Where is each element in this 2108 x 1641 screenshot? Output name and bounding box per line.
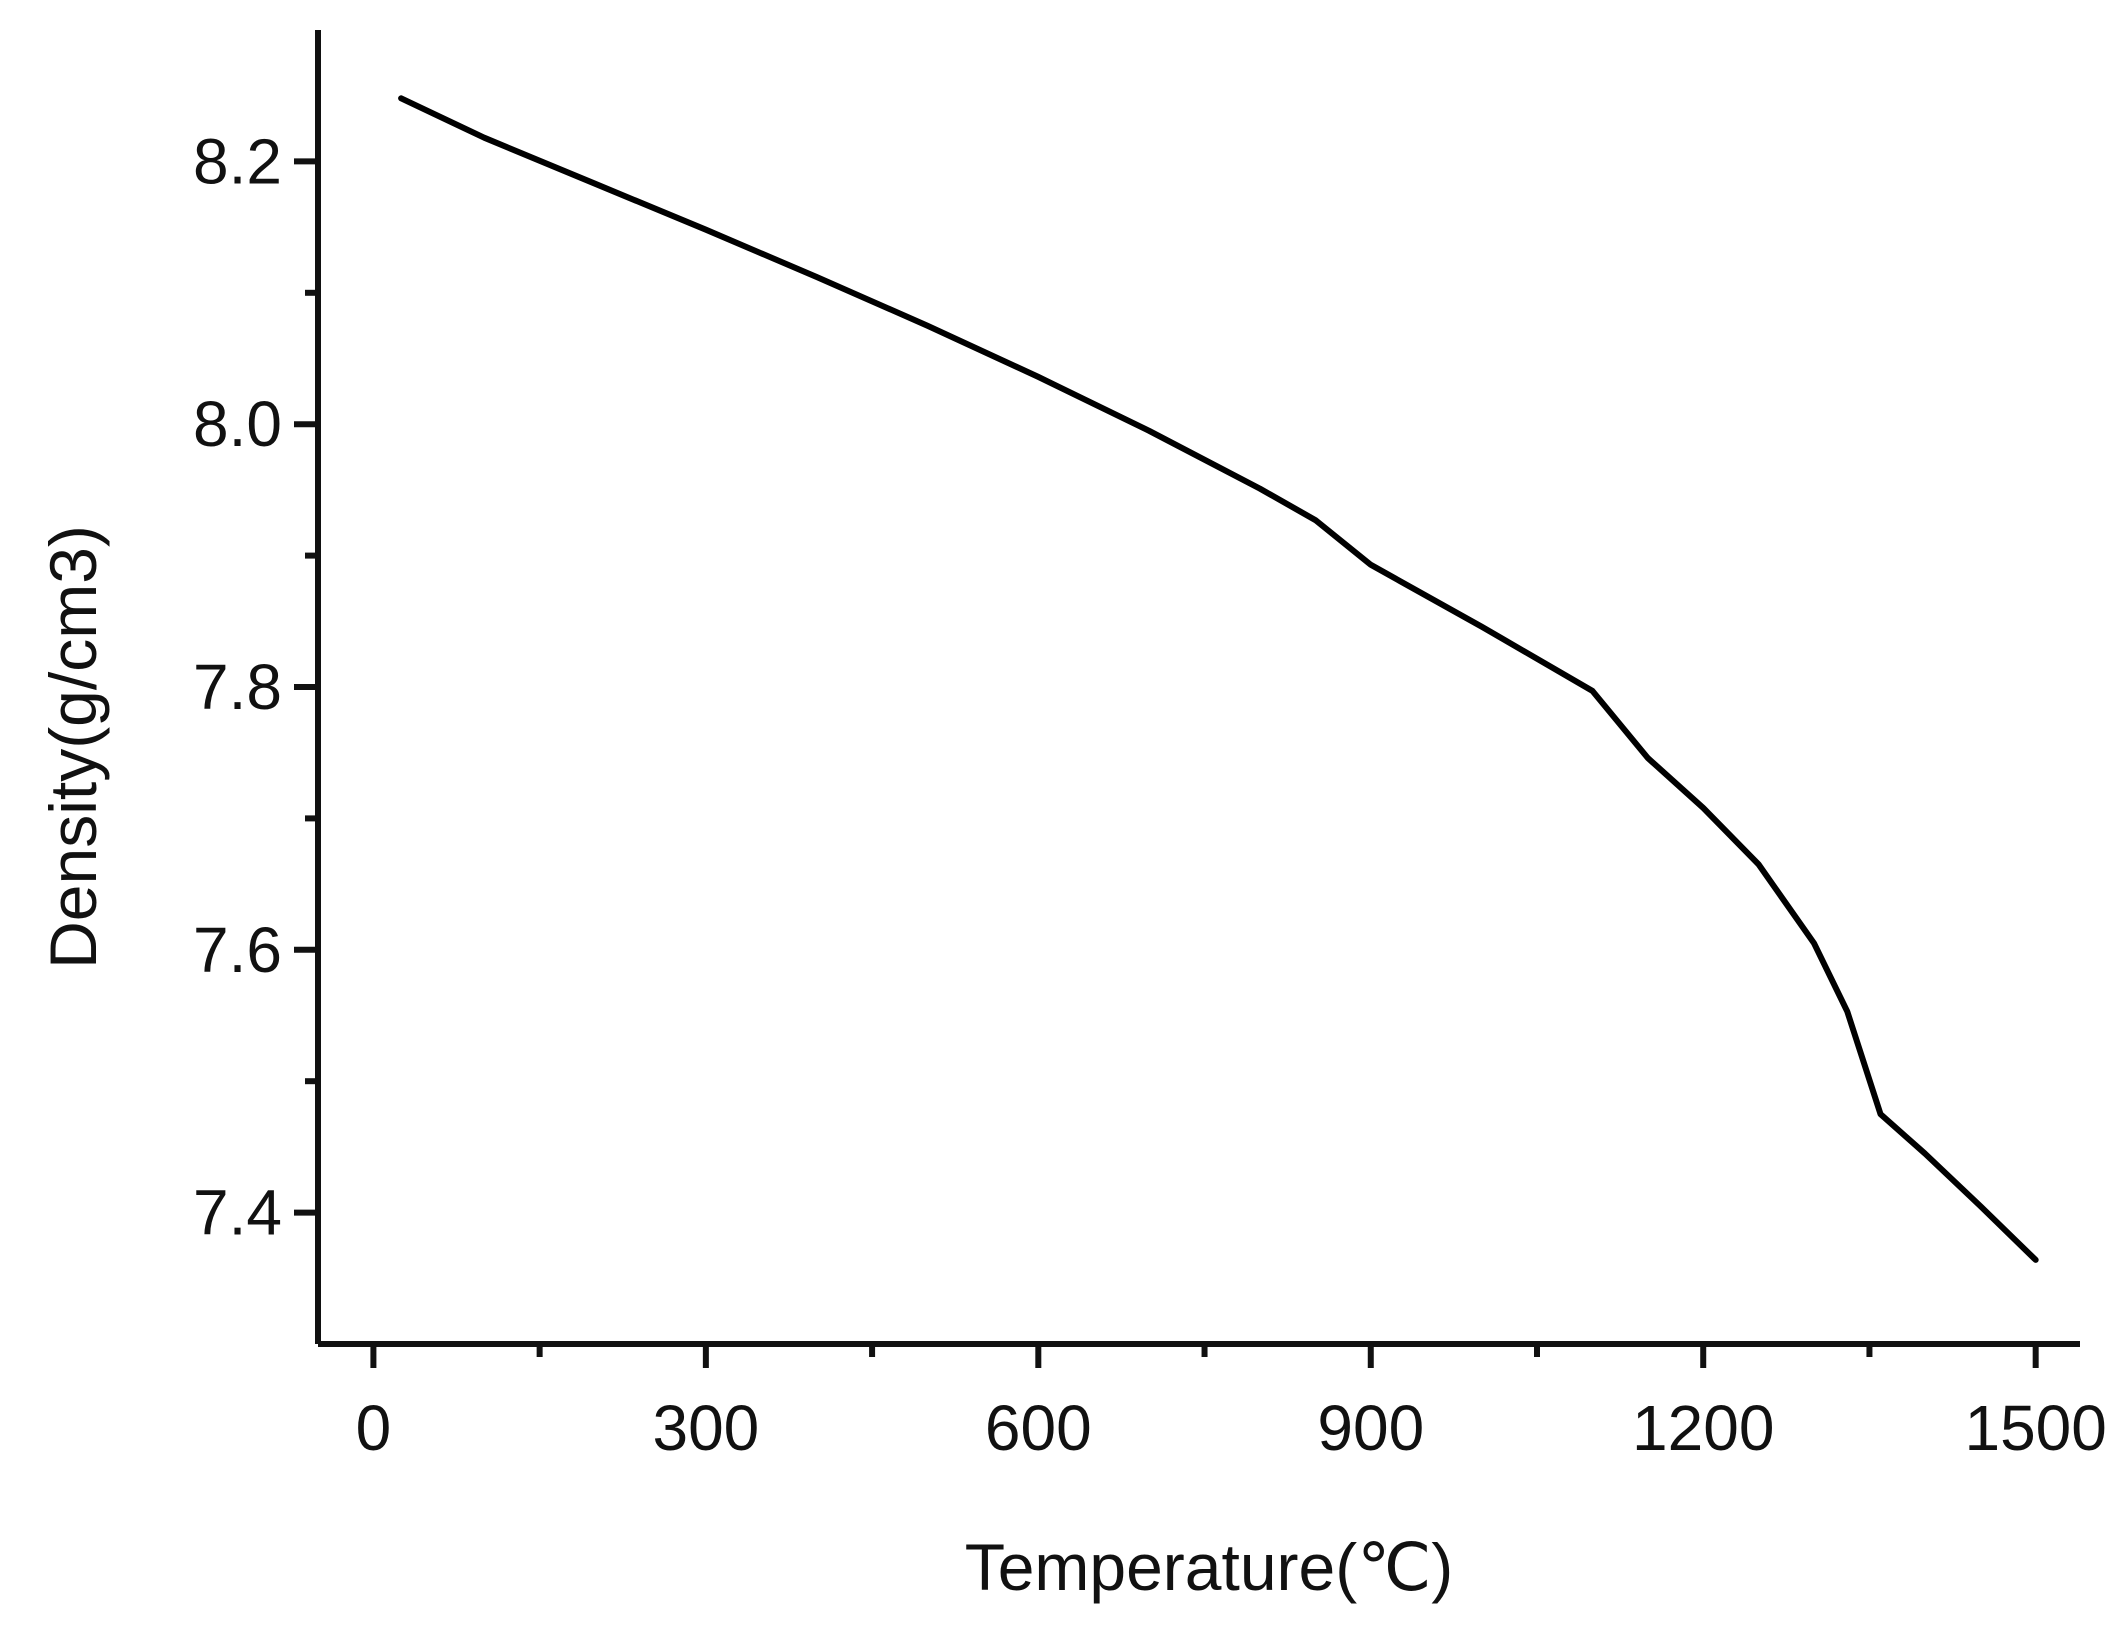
y-axis-title: Density(g/cm3) — [36, 525, 110, 969]
y-tick-label: 7.4 — [193, 1177, 282, 1249]
x-tick-label: 1200 — [1632, 1392, 1774, 1464]
axes — [315, 30, 2080, 1347]
y-tick-label: 8.0 — [193, 388, 282, 460]
x-tick-label: 600 — [985, 1392, 1092, 1464]
x-tick-label: 1500 — [1964, 1392, 2106, 1464]
y-axis-ticks: 7.4 7.6 7.8 8.0 8.2 — [193, 125, 318, 1249]
x-axis-title: Temperature(℃) — [965, 1530, 1454, 1604]
x-axis-ticks: 0 300 600 900 1200 1500 — [356, 1344, 2107, 1464]
series-lines — [398, 95, 2039, 1263]
y-tick-label: 7.6 — [193, 914, 282, 986]
x-tick-label: 900 — [1317, 1392, 1424, 1464]
x-tick-label: 0 — [356, 1392, 392, 1464]
x-tick-label: 300 — [652, 1392, 759, 1464]
density-series-line — [398, 95, 2039, 1263]
y-tick-label: 7.8 — [193, 651, 282, 723]
y-tick-label: 8.2 — [193, 125, 282, 197]
